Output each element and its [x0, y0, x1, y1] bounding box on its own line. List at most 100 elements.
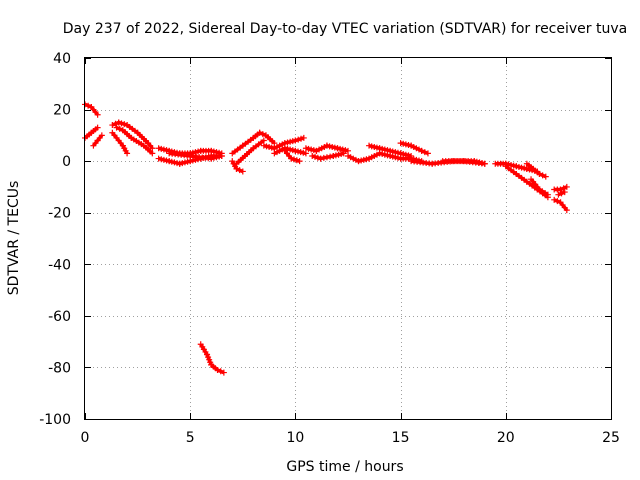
- data-point: [551, 196, 558, 203]
- data-series-arc-24: [439, 158, 488, 167]
- plot-frame: [84, 57, 612, 420]
- data-point: [297, 149, 304, 156]
- data-segment: [90, 126, 99, 135]
- data-point: [558, 190, 565, 197]
- data-point: [155, 145, 162, 152]
- data-point: [481, 160, 488, 167]
- data-point: [216, 153, 223, 160]
- y-tick-label: -40: [48, 257, 71, 273]
- data-point: [323, 142, 330, 149]
- data-point: [518, 164, 525, 171]
- x-tick-label: 25: [602, 430, 620, 446]
- data-point: [384, 147, 391, 154]
- data-series-arc-9: [166, 150, 225, 162]
- data-point: [376, 150, 383, 157]
- data-point: [109, 122, 116, 129]
- data-point: [338, 151, 345, 158]
- data-point: [208, 155, 215, 162]
- data-point: [561, 189, 568, 196]
- data-point: [371, 143, 378, 150]
- data-point: [389, 153, 396, 160]
- data-segment: [89, 105, 99, 116]
- data-point: [292, 147, 299, 154]
- data-point: [192, 149, 199, 156]
- data-segment: [525, 162, 535, 171]
- data-point: [330, 152, 337, 159]
- data-point: [266, 143, 273, 150]
- data-point: [284, 139, 291, 146]
- data-point: [276, 142, 283, 149]
- x-tick-label: 20: [497, 430, 515, 446]
- data-point: [513, 163, 520, 170]
- data-point: [279, 141, 286, 148]
- data-point: [508, 162, 515, 169]
- data-point: [350, 155, 357, 162]
- data-point: [98, 132, 105, 139]
- data-point: [289, 147, 296, 154]
- data-point: [397, 140, 404, 147]
- data-point: [287, 138, 294, 145]
- data-point: [149, 150, 156, 157]
- data-point: [368, 143, 375, 150]
- data-point: [213, 154, 220, 161]
- data-point: [408, 142, 415, 149]
- x-axis-label: GPS time / hours: [286, 459, 403, 475]
- data-point: [118, 120, 125, 127]
- data-point: [176, 160, 183, 167]
- data-point: [418, 147, 425, 154]
- data-point: [195, 148, 202, 155]
- data-segment: [115, 136, 125, 147]
- data-point: [384, 152, 391, 159]
- data-series-arc-21: [376, 150, 425, 165]
- data-point: [554, 198, 561, 205]
- data-point: [124, 150, 131, 157]
- data-point: [302, 145, 309, 152]
- data-point: [149, 145, 156, 152]
- data-point: [256, 129, 263, 136]
- data-point: [515, 163, 522, 170]
- data-point: [394, 149, 401, 156]
- data-point: [302, 150, 309, 157]
- data-point: [279, 146, 286, 153]
- data-point: [300, 149, 307, 156]
- data-series-arc-1: [82, 101, 101, 118]
- data-segment: [210, 363, 219, 372]
- x-tick-label: 0: [81, 430, 90, 446]
- data-point: [345, 152, 351, 159]
- data-point: [563, 207, 570, 214]
- data-series-arc-6: [113, 124, 156, 157]
- tick-layer: 0 5 10 15 20 25 -100 -80 -60 -40 -20 0 20 40: [39, 51, 620, 446]
- data-point: [373, 144, 380, 151]
- data-point: [296, 158, 303, 165]
- data-point: [163, 157, 170, 164]
- data-point: [335, 151, 342, 158]
- y-tick-label: 20: [53, 103, 71, 119]
- data-point: [181, 159, 188, 166]
- data-point: [363, 156, 370, 163]
- data-point: [389, 148, 396, 155]
- data-series-arc-3: [90, 132, 105, 149]
- x-tick-label: 15: [392, 430, 410, 446]
- data-point: [340, 150, 347, 157]
- data-point: [276, 147, 283, 154]
- data-series-arc-14: [260, 134, 307, 152]
- data-point: [331, 144, 338, 151]
- data-layer: [82, 101, 570, 376]
- data-point: [112, 120, 119, 127]
- data-series-arc-10: [197, 341, 227, 376]
- data-point: [268, 144, 275, 151]
- data-point: [345, 147, 351, 154]
- data-point: [326, 143, 333, 150]
- y-tick-label: -20: [48, 206, 71, 222]
- data-point: [313, 147, 320, 154]
- data-point: [260, 142, 267, 149]
- data-point: [379, 145, 386, 152]
- data-point: [305, 145, 312, 152]
- data-point: [320, 154, 327, 161]
- data-point: [168, 158, 175, 165]
- data-segment: [538, 188, 549, 197]
- data-point: [288, 155, 295, 162]
- data-segment: [252, 131, 261, 140]
- data-point: [298, 135, 305, 142]
- data-point: [308, 146, 315, 153]
